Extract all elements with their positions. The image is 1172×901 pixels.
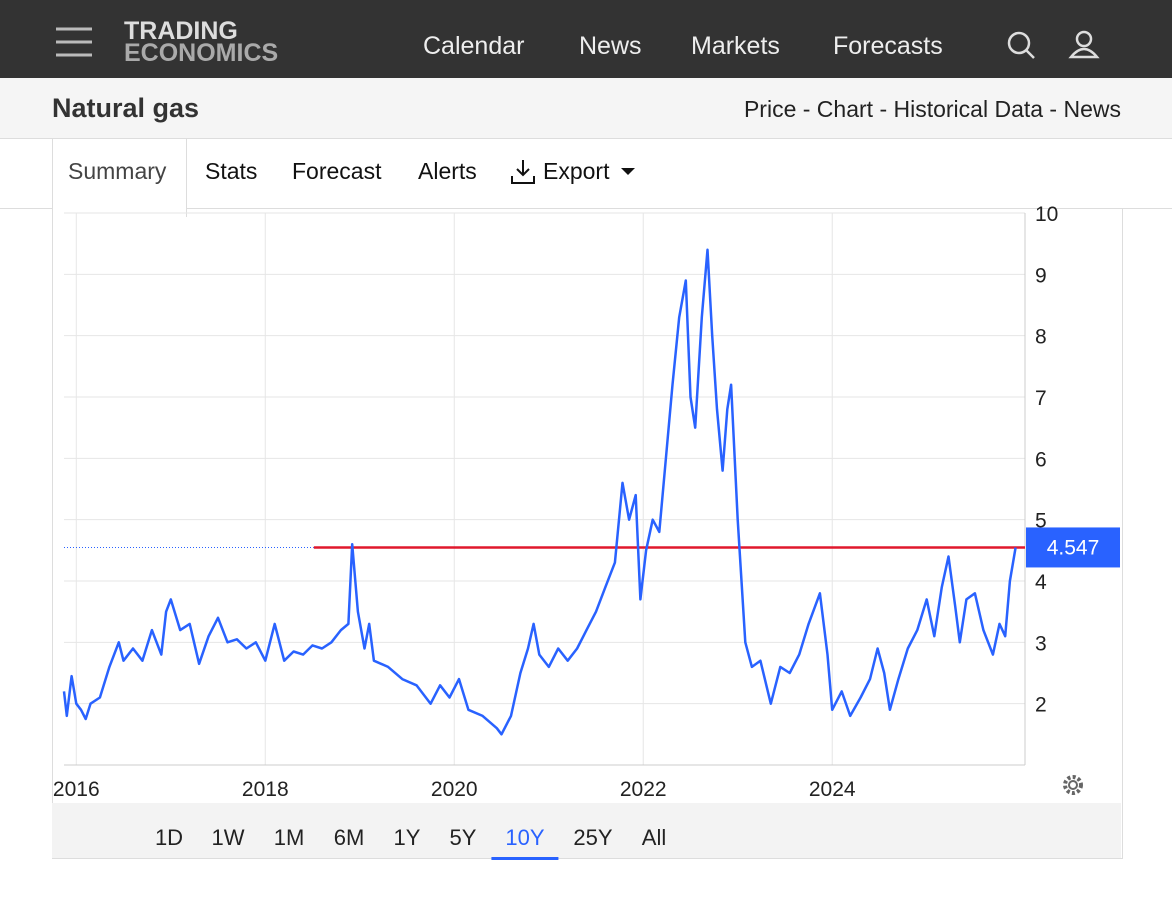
page-title: Natural gas <box>52 93 200 123</box>
tab[interactable]: Summary <box>68 158 167 184</box>
range-button[interactable]: 5Y <box>449 825 477 850</box>
nav-item[interactable]: News <box>579 32 642 60</box>
range-button[interactable]: 1Y <box>393 825 421 850</box>
nav-item[interactable]: Markets <box>691 32 780 60</box>
logo[interactable]: TRADING ECONOMICS <box>124 17 279 67</box>
title-band: Natural gas Price - Chart - Historical D… <box>0 78 1172 139</box>
range-button[interactable]: All <box>641 825 667 850</box>
range-button[interactable]: 1M <box>273 825 305 850</box>
range-button[interactable]: 6M <box>333 825 365 850</box>
nav-item[interactable]: Calendar <box>423 32 525 60</box>
range-button[interactable]: 25Y <box>573 825 613 850</box>
logo-line: ECONOMICS <box>124 39 279 67</box>
tab[interactable]: Alerts <box>418 158 477 184</box>
tab[interactable]: Forecast <box>292 158 382 184</box>
chart-card <box>52 208 1123 859</box>
menu-icon[interactable] <box>50 0 120 78</box>
range-button[interactable]: 10Y <box>491 825 559 860</box>
tab[interactable]: Stats <box>205 158 258 184</box>
export-icon <box>511 160 535 184</box>
active-tab-bg <box>52 138 187 217</box>
tab[interactable]: Export <box>543 158 610 184</box>
dropdown-caret <box>621 168 635 175</box>
range-button[interactable]: 1D <box>154 825 184 850</box>
range-button[interactable]: 1W <box>211 825 245 850</box>
tabs: Summary Stats Forecast Alerts Export <box>0 138 1172 217</box>
header: TRADING ECONOMICS Calendar News Markets F… <box>0 0 1172 78</box>
settings-icon[interactable] <box>1059 771 1089 801</box>
nav-item[interactable]: Forecasts <box>833 32 943 60</box>
range-bar: 1D 1W 1M 6M 1Y 5Y 10Y 25Y All <box>52 803 1121 860</box>
header-icons[interactable] <box>1000 0 1120 78</box>
logo-line: TRADING <box>124 17 238 45</box>
breadcrumb[interactable]: Price - Chart - Historical Data - News <box>743 96 1121 122</box>
